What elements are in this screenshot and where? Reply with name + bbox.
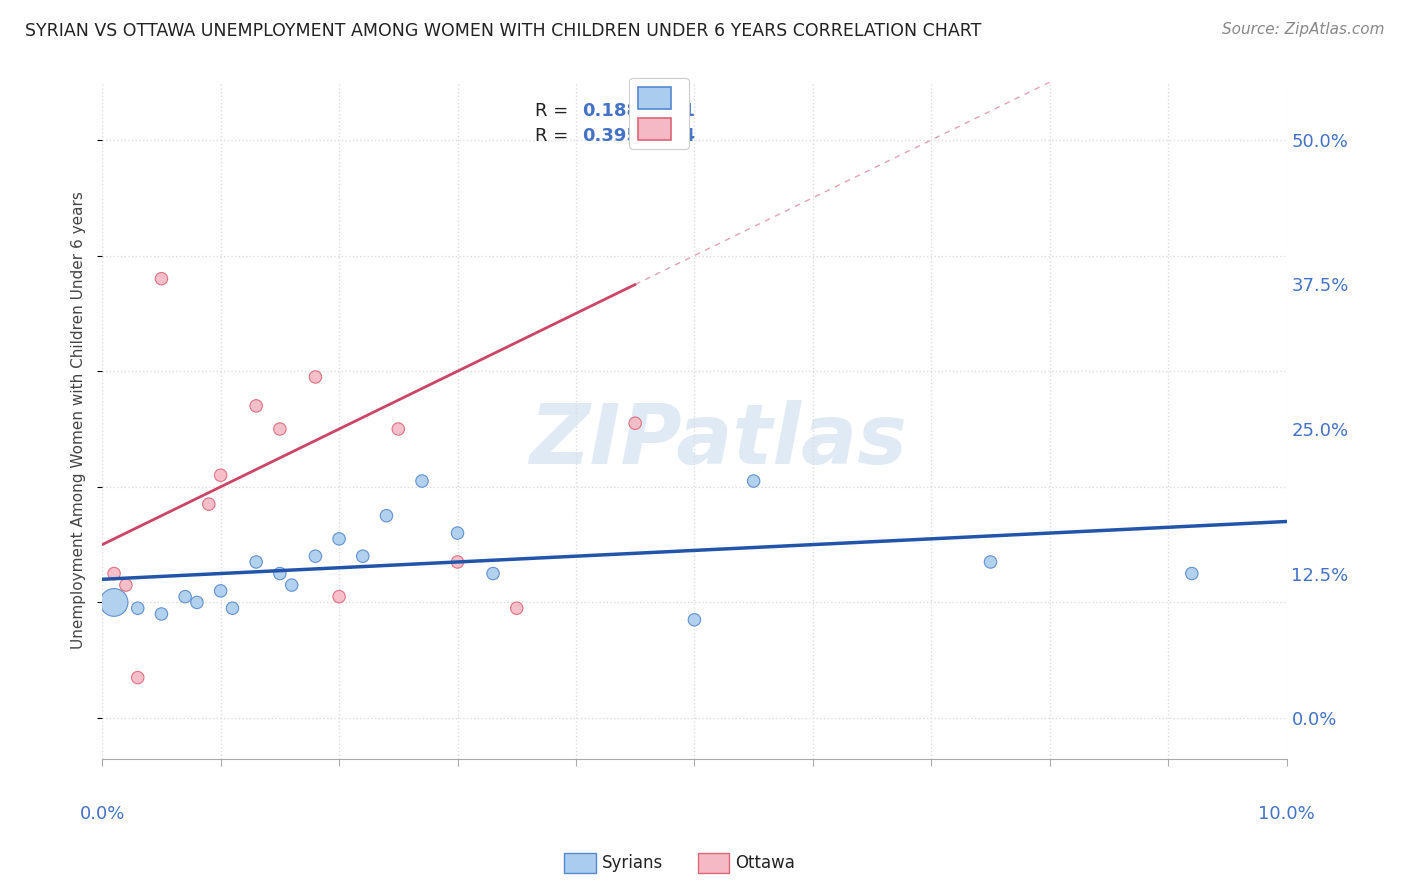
Text: Source: ZipAtlas.com: Source: ZipAtlas.com [1222, 22, 1385, 37]
Point [328, 532, 350, 546]
Point [127, 601, 149, 615]
Point [979, 555, 1001, 569]
Point [304, 549, 326, 564]
Point [221, 601, 243, 615]
Point [304, 370, 326, 384]
Text: 0.0%: 0.0% [80, 805, 125, 822]
Point [352, 549, 374, 564]
Text: Syrians: Syrians [602, 854, 664, 871]
Point [245, 555, 267, 569]
Point [150, 607, 173, 621]
Bar [697, 854, 730, 873]
Text: R =: R = [534, 102, 574, 120]
Point [103, 595, 125, 609]
Point [103, 566, 125, 581]
Text: 0.395: 0.395 [582, 128, 638, 145]
Text: 21: 21 [671, 102, 696, 120]
Point [742, 474, 765, 488]
Text: 14: 14 [671, 128, 696, 145]
Text: ZIPatlas: ZIPatlas [529, 401, 907, 481]
Point [482, 566, 505, 581]
Point [375, 508, 398, 523]
Text: 0.188: 0.188 [582, 102, 638, 120]
Text: Ottawa: Ottawa [735, 854, 796, 871]
Point [186, 595, 208, 609]
Point [115, 578, 138, 592]
Point [411, 474, 433, 488]
Bar [564, 854, 596, 873]
Legend: , : , [628, 78, 689, 149]
Point [446, 555, 468, 569]
Y-axis label: Unemployment Among Women with Children Under 6 years: Unemployment Among Women with Children U… [72, 192, 86, 649]
Point [446, 526, 468, 541]
Text: 10.0%: 10.0% [1258, 805, 1315, 822]
Point [280, 578, 302, 592]
Point [1181, 566, 1204, 581]
Text: SYRIAN VS OTTAWA UNEMPLOYMENT AMONG WOMEN WITH CHILDREN UNDER 6 YEARS CORRELATIO: SYRIAN VS OTTAWA UNEMPLOYMENT AMONG WOME… [25, 22, 981, 40]
Point [269, 566, 291, 581]
Point [245, 399, 267, 413]
Point [387, 422, 409, 436]
Point [209, 583, 232, 598]
Point [150, 271, 173, 285]
Point [127, 671, 149, 685]
Point [328, 590, 350, 604]
Point [506, 601, 529, 615]
Point [209, 468, 232, 483]
Point [624, 416, 647, 430]
Text: N =: N = [623, 102, 675, 120]
Point [198, 497, 221, 511]
Point [269, 422, 291, 436]
Point [683, 613, 706, 627]
Text: R =: R = [534, 128, 574, 145]
Text: N =: N = [623, 128, 675, 145]
Point [174, 590, 197, 604]
